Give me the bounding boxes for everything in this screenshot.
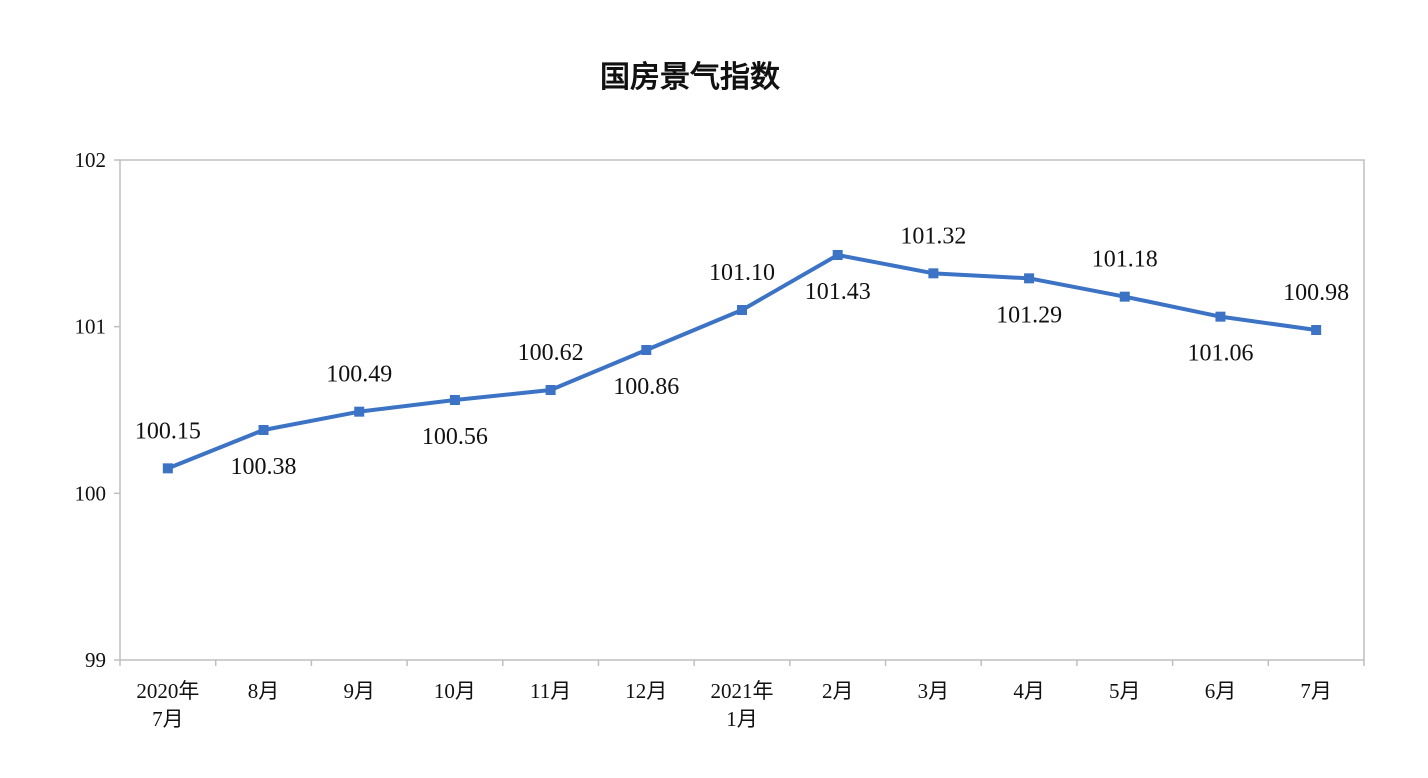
x-tick-label-line: 7月 xyxy=(1300,679,1332,703)
data-label: 100.62 xyxy=(518,340,584,366)
data-label: 101.06 xyxy=(1187,341,1253,367)
x-tick-label: 9月 xyxy=(343,679,375,703)
data-point-marker xyxy=(1024,273,1035,284)
x-tick-label-line: 12月 xyxy=(625,679,667,703)
data-point-marker xyxy=(449,395,460,405)
x-tick-label: 3月 xyxy=(918,679,950,703)
x-tick-label: 5月 xyxy=(1109,679,1141,703)
x-tick-label: 11月 xyxy=(530,679,571,703)
x-tick-label-line: 8月 xyxy=(248,679,280,703)
x-tick-label: 7月 xyxy=(1300,679,1332,703)
y-tick-label: 102 xyxy=(75,148,107,172)
data-label: 101.10 xyxy=(709,260,775,286)
data-point-marker xyxy=(545,385,556,395)
x-tick-label-line: 1月 xyxy=(726,707,758,731)
x-tick-label-line: 7月 xyxy=(152,707,184,731)
data-label: 100.86 xyxy=(613,374,679,400)
x-tick-label: 2020年 7月 xyxy=(136,679,199,731)
x-tick-label-line: 2月 xyxy=(822,679,854,703)
x-tick-label: 8月 xyxy=(248,679,280,703)
x-tick-label: 2月 xyxy=(822,679,854,703)
x-tick-label-line: 2021年 xyxy=(711,679,774,703)
series-line xyxy=(162,250,1322,474)
plot-area-frame xyxy=(119,159,1365,661)
x-tick-label-line: 4月 xyxy=(1013,679,1045,703)
data-point-marker xyxy=(928,268,939,279)
x-axis: 2020年 7月 8月 9月 10月 11月 12月 2021年 1月 2月 3月 4月 5月 6月 7月 xyxy=(119,660,1365,731)
x-tick-label: 4月 xyxy=(1013,679,1045,703)
y-tick-label: 100 xyxy=(75,481,107,505)
chart-title: 国房景气指数 xyxy=(600,60,780,95)
x-tick-label-line: 6月 xyxy=(1205,679,1237,703)
x-tick-label: 12月 xyxy=(625,679,667,703)
x-tick-label: 6月 xyxy=(1205,679,1237,703)
data-point-marker xyxy=(354,406,365,417)
y-axis: 99 100 101 102 xyxy=(75,148,120,672)
data-label: 100.15 xyxy=(135,418,201,444)
y-tick-label: 99 xyxy=(85,648,106,672)
data-label: 101.18 xyxy=(1092,247,1158,273)
data-point-marker xyxy=(737,305,747,315)
data-label: 100.56 xyxy=(422,424,488,450)
data-label: 100.49 xyxy=(326,362,392,388)
x-tick-label-line: 2020年 xyxy=(136,679,199,703)
data-labels: 100.15 100.38 100.49 100.56 100.62 100.86 101.… xyxy=(135,223,1349,480)
data-point-marker xyxy=(162,463,173,474)
data-label: 101.32 xyxy=(900,223,966,249)
x-tick-label-line: 3月 xyxy=(918,679,950,703)
x-tick-label: 2021年 1月 xyxy=(711,679,774,731)
data-point-marker xyxy=(641,345,652,355)
data-point-marker xyxy=(1311,325,1322,335)
x-tick-label-line: 9月 xyxy=(343,679,375,703)
data-label: 100.98 xyxy=(1283,280,1349,306)
y-tick-label: 101 xyxy=(75,315,107,339)
data-point-marker xyxy=(258,425,269,435)
data-label: 100.38 xyxy=(231,454,297,480)
data-point-marker xyxy=(832,250,843,260)
data-label: 101.43 xyxy=(805,279,871,305)
data-label: 101.29 xyxy=(996,302,1062,328)
x-tick-label: 10月 xyxy=(434,679,476,703)
x-tick-label-line: 10月 xyxy=(434,679,476,703)
data-point-marker xyxy=(1215,311,1226,322)
data-point-marker xyxy=(1119,291,1130,302)
x-tick-label-line: 5月 xyxy=(1109,679,1141,703)
x-tick-label-line: 11月 xyxy=(530,679,571,703)
